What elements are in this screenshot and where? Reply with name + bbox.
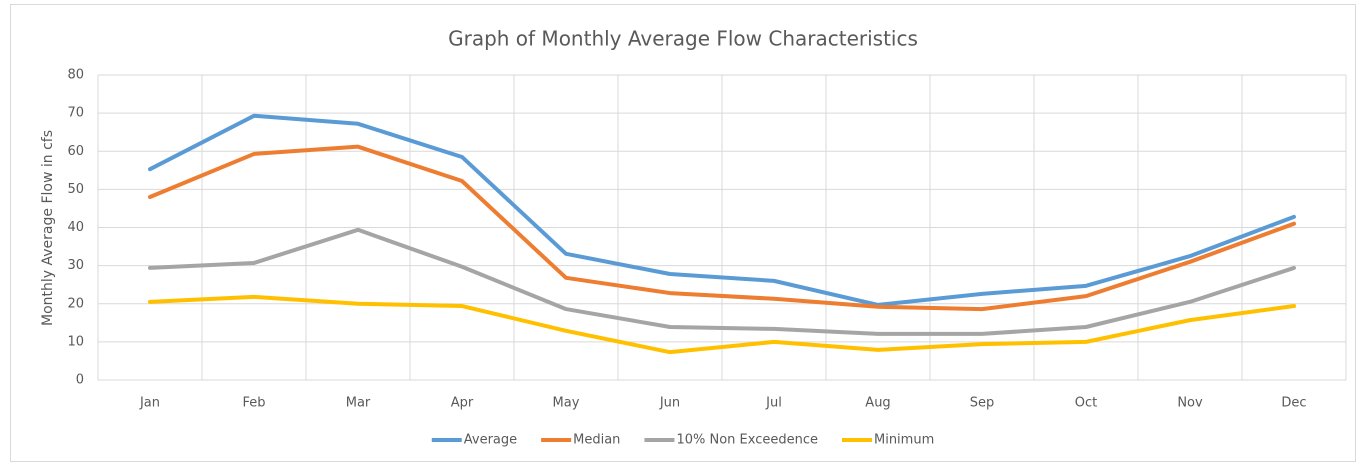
- series-line: [148, 144, 1296, 312]
- x-tick-label: Sep: [970, 396, 995, 411]
- y-tick-label: 80: [67, 68, 84, 83]
- x-tick-label: Nov: [1177, 396, 1203, 411]
- y-axis-label: Monthly Average Flow in cfs: [40, 130, 56, 326]
- x-tick-label: Apr: [451, 396, 474, 411]
- series-line: [148, 227, 1296, 336]
- x-tick-label: Jun: [659, 396, 680, 411]
- y-tick-label: 20: [67, 296, 84, 311]
- legend-label: Average: [464, 433, 517, 448]
- x-tick-label: Jul: [765, 396, 782, 411]
- chart-title: Graph of Monthly Average Flow Characteri…: [448, 27, 918, 51]
- y-tick-label: 30: [67, 258, 84, 273]
- x-tick-label: Oct: [1075, 396, 1097, 411]
- x-tick-label: Feb: [242, 396, 265, 411]
- chart-border: [10, 4, 1356, 462]
- y-tick-label: 60: [67, 144, 84, 159]
- series-line: [148, 113, 1296, 307]
- x-tick-label: Dec: [1281, 396, 1306, 411]
- legend-label: 10% Non Exceedence: [676, 433, 818, 448]
- x-tick-label: Aug: [865, 396, 890, 411]
- legend-label: Median: [573, 433, 620, 448]
- x-tick-label: Jan: [139, 396, 160, 411]
- x-tick-label: May: [553, 396, 580, 411]
- y-tick-label: 0: [76, 373, 84, 388]
- series-line: [148, 294, 1296, 355]
- y-tick-label: 10: [67, 334, 84, 349]
- legend-label: Minimum: [874, 433, 934, 448]
- y-tick-label: 50: [67, 182, 84, 197]
- y-tick-label: 70: [67, 106, 84, 121]
- x-tick-label: Mar: [346, 396, 371, 411]
- y-tick-label: 40: [67, 220, 84, 235]
